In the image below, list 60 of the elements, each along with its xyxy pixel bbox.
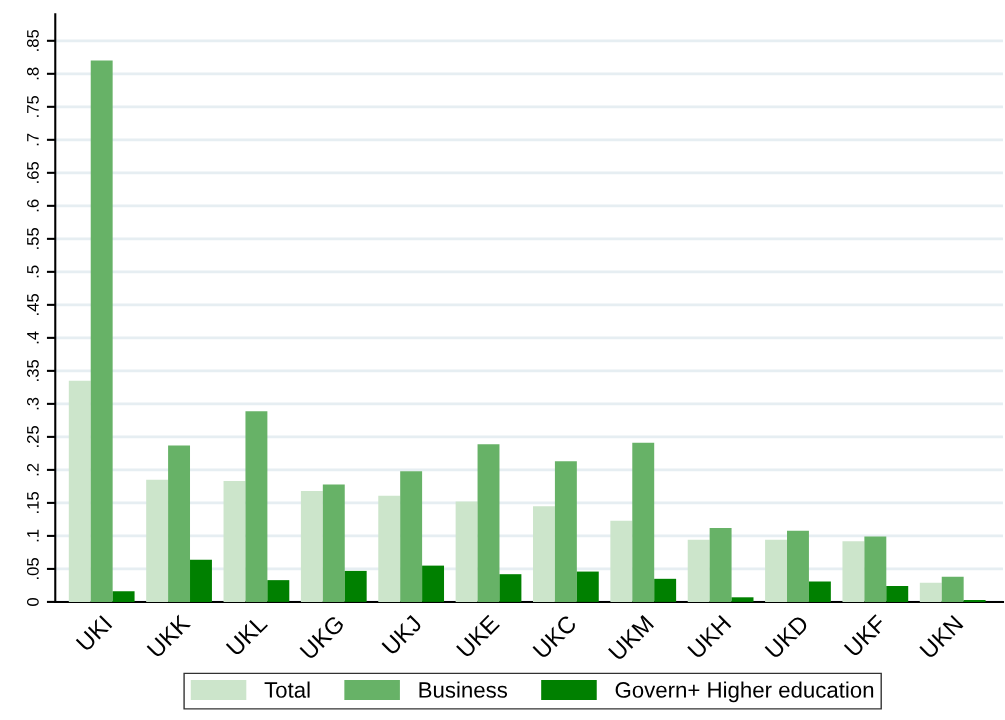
bar bbox=[610, 520, 633, 602]
bar bbox=[190, 559, 212, 602]
bar bbox=[808, 581, 831, 602]
bar bbox=[344, 570, 367, 602]
bar bbox=[654, 578, 677, 602]
bar bbox=[90, 60, 113, 602]
legend-label: Govern+ Higher education bbox=[615, 681, 874, 703]
bar bbox=[787, 530, 809, 602]
x-tick-label: UKJ bbox=[381, 614, 423, 656]
y-tick-label: .05 bbox=[26, 558, 39, 579]
legend-label: Total bbox=[264, 681, 310, 698]
legend-label: Business bbox=[419, 681, 508, 698]
bar bbox=[533, 506, 555, 602]
y-tick-label: .85 bbox=[26, 29, 39, 51]
y-tick-label: .45 bbox=[27, 293, 39, 315]
bar bbox=[576, 571, 599, 602]
y-tick-label: .5 bbox=[27, 265, 39, 278]
bar bbox=[322, 484, 345, 602]
bar bbox=[731, 597, 754, 602]
bar bbox=[245, 411, 268, 602]
y-tick-label: .2 bbox=[26, 463, 39, 476]
bar bbox=[941, 576, 964, 602]
bar bbox=[687, 539, 710, 602]
bar bbox=[554, 461, 577, 602]
y-tick-label: .65 bbox=[26, 161, 39, 183]
y-tick-label: .8 bbox=[26, 67, 39, 80]
y-tick-label: .3 bbox=[26, 397, 39, 410]
y-tick-label: .4 bbox=[27, 331, 39, 344]
x-tick-label: UKD bbox=[764, 614, 810, 660]
x-tick-label: UKL bbox=[225, 614, 269, 657]
bar bbox=[422, 565, 445, 602]
bar bbox=[300, 491, 323, 602]
bar bbox=[68, 380, 91, 602]
bar bbox=[168, 445, 191, 602]
y-tick-label: .75 bbox=[27, 95, 39, 117]
bar bbox=[499, 574, 522, 602]
y-tick-label: 0 bbox=[26, 597, 39, 606]
bar bbox=[455, 501, 478, 602]
bar bbox=[709, 527, 732, 602]
y-tick-label: .25 bbox=[26, 426, 39, 447]
bar bbox=[632, 442, 655, 602]
y-tick-label: .6 bbox=[26, 199, 39, 212]
y-tick-label: .7 bbox=[27, 133, 39, 146]
bar bbox=[842, 541, 865, 602]
bar bbox=[477, 444, 500, 602]
y-tick-label: .1 bbox=[27, 529, 39, 542]
bar bbox=[765, 539, 788, 602]
y-tick-label: .35 bbox=[26, 359, 39, 381]
bar bbox=[919, 582, 942, 602]
bar bbox=[886, 586, 909, 602]
bar bbox=[146, 479, 169, 602]
y-tick-label: .55 bbox=[27, 227, 39, 249]
bar bbox=[400, 471, 423, 602]
bar bbox=[267, 580, 290, 602]
bar bbox=[864, 536, 887, 602]
x-tick-label: UKI bbox=[75, 615, 113, 652]
bar bbox=[223, 481, 246, 602]
bar bbox=[378, 495, 401, 602]
bar bbox=[112, 591, 135, 602]
y-tick-label: .15 bbox=[27, 492, 39, 513]
